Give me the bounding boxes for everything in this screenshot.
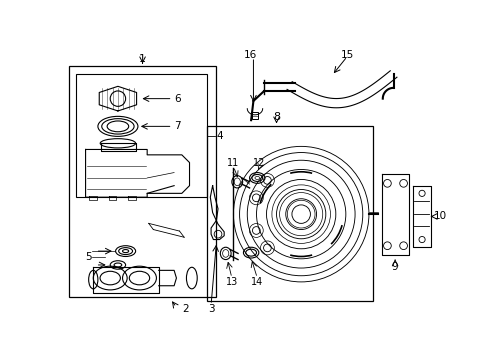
Text: 9: 9 (392, 261, 398, 271)
Text: 16: 16 (244, 50, 257, 60)
Text: 15: 15 (341, 50, 354, 60)
Text: 4: 4 (217, 131, 223, 141)
Text: 13: 13 (226, 277, 238, 287)
Text: 10: 10 (434, 211, 447, 221)
Bar (252, 112, 258, 119)
Text: 11: 11 (227, 158, 240, 167)
Bar (207, 126, 373, 301)
Text: 3: 3 (208, 304, 215, 314)
Text: 7: 7 (174, 121, 181, 131)
Text: 12: 12 (253, 158, 266, 167)
Text: 6: 6 (174, 94, 181, 104)
Text: 8: 8 (273, 112, 280, 122)
Bar (76, 74, 207, 197)
Bar (69, 66, 217, 297)
Text: 5: 5 (86, 252, 92, 262)
Text: 1: 1 (139, 54, 146, 64)
Text: 14: 14 (251, 277, 264, 287)
Text: 2: 2 (182, 304, 189, 314)
